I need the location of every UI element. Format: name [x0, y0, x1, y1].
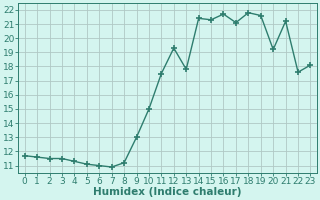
X-axis label: Humidex (Indice chaleur): Humidex (Indice chaleur)	[93, 187, 242, 197]
